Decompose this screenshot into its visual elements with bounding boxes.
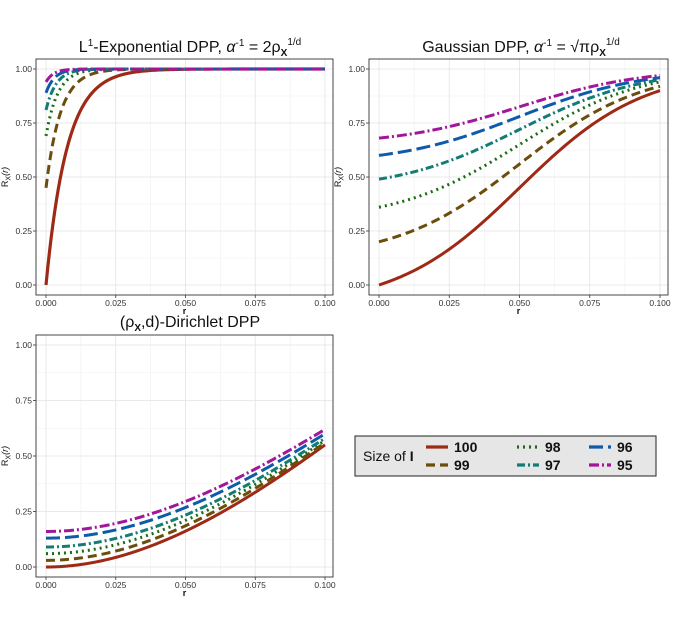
- y-tick-label: 1.00: [348, 64, 365, 74]
- x-tick-label: 0.050: [509, 298, 531, 308]
- y-axis-label: RX(r): [0, 446, 13, 466]
- title-sub: X: [281, 48, 288, 59]
- legend-title-text: Size of: [363, 448, 410, 464]
- title-sub: X: [134, 323, 141, 334]
- legend-title: Size of I: [363, 448, 414, 464]
- x-tick-label: 0.100: [649, 298, 671, 308]
- x-tick-label: 0.075: [245, 298, 267, 308]
- series-line-95: [378, 73, 661, 140]
- legend-label-96: 96: [617, 439, 633, 455]
- y-tick-label: 0.75: [348, 118, 365, 128]
- y-tick-label: 0.00: [15, 280, 32, 290]
- title-text: =: [552, 39, 570, 56]
- panel-title: L1-Exponential DPP, α-1 = 2ρX1/d: [79, 37, 301, 59]
- y-tick-label: 0.50: [348, 172, 365, 182]
- title-sup: 1/d: [287, 37, 301, 48]
- x-tick-label: 0.000: [35, 580, 57, 590]
- x-tick-label: 0.025: [105, 298, 127, 308]
- x-tick-label: 0.050: [175, 298, 197, 308]
- panel-title: (ρX,d)-Dirichlet DPP: [120, 314, 260, 334]
- series-line-99: [45, 441, 326, 562]
- x-axis-label: r: [183, 306, 187, 316]
- y-label-arg: (r): [333, 167, 343, 176]
- legend-label-95: 95: [617, 457, 633, 473]
- title-sup: 1/d: [606, 37, 620, 48]
- y-tick-label: 1.00: [15, 64, 32, 74]
- y-label-sub: X: [339, 176, 346, 181]
- title-alpha: α: [534, 39, 544, 56]
- legend-label-97: 97: [545, 457, 561, 473]
- series-line-96: [45, 432, 326, 540]
- y-label-arg: (r): [0, 167, 10, 176]
- y-tick-label: 0.50: [15, 172, 32, 182]
- title-rho: ρ: [590, 39, 599, 56]
- x-tick-label: 0.000: [368, 298, 390, 308]
- legend-label-100: 100: [454, 439, 478, 455]
- legend-label-99: 99: [454, 457, 470, 473]
- x-axis-label: r: [183, 588, 187, 598]
- series-line-99: [378, 84, 661, 244]
- series-line-100: [45, 443, 326, 569]
- title-text: (ρ: [120, 314, 134, 331]
- title-sup: -1: [236, 38, 245, 49]
- x-tick-label: 0.025: [105, 580, 127, 590]
- series-line-95: [44, 67, 325, 83]
- x-tick-label: 0.100: [314, 298, 336, 308]
- series-line-97: [45, 436, 326, 549]
- x-tick-label: 0.075: [579, 298, 601, 308]
- series-line-97: [378, 78, 661, 181]
- series-line-98: [378, 80, 661, 209]
- legend-box: [354, 435, 657, 477]
- y-label-arg: (r): [0, 446, 10, 455]
- y-tick-label: 0.25: [348, 226, 365, 236]
- title-sqrt: √π: [570, 39, 590, 56]
- y-tick-label: 0.25: [15, 226, 32, 236]
- panel-exponential: 0.000 0.025 0.050 0.075 0.100 0.00 0.25 0.50 0.7…: [0, 58, 336, 316]
- y-tick-label: 0.75: [15, 118, 32, 128]
- title-sub: X: [599, 48, 606, 59]
- title-alpha: α: [226, 39, 236, 56]
- x-tick-label: 0.075: [245, 580, 267, 590]
- title-text: -Exponential DPP,: [93, 39, 226, 56]
- title-sup: 1: [88, 38, 94, 49]
- legend-label-98: 98: [545, 439, 561, 455]
- y-axis-label: RX(r): [0, 167, 13, 187]
- series-line-98: [45, 439, 326, 556]
- x-tick-label: 0.025: [439, 298, 461, 308]
- x-tick-label: 0.050: [175, 580, 197, 590]
- x-tick-label: 0.000: [35, 298, 57, 308]
- y-label-main: R: [333, 180, 343, 187]
- y-label-sub: X: [6, 455, 13, 460]
- title-text: ,d)-Dirichlet DPP: [141, 314, 260, 331]
- legend: Size of I 100 99 98 97 96 95: [354, 435, 657, 477]
- y-label-sub: X: [6, 176, 13, 181]
- y-label-main: R: [0, 180, 10, 187]
- y-tick-label: 0.00: [348, 280, 365, 290]
- y-tick-label: 0.50: [15, 451, 32, 461]
- x-tick-label: 0.100: [314, 580, 336, 590]
- title-text: = 2ρ: [244, 39, 280, 56]
- y-tick-label: 0.75: [15, 396, 32, 406]
- panel-dirichlet: 0.000 0.025 0.050 0.075 0.100 0.00 0.25 0.50 0.7…: [0, 334, 336, 598]
- y-axis-label: RX(r): [333, 167, 346, 187]
- y-tick-label: 0.00: [15, 562, 32, 572]
- y-tick-label: 1.00: [15, 340, 32, 350]
- title-text: Gaussian DPP,: [422, 39, 534, 56]
- title-text: L: [79, 39, 88, 56]
- legend-title-bold: I: [410, 448, 414, 464]
- title-sup: -1: [543, 38, 552, 49]
- y-tick-label: 0.25: [15, 507, 32, 517]
- x-axis-label: r: [517, 306, 521, 316]
- panel-title: Gaussian DPP, α-1 = √πρX1/d: [422, 37, 620, 59]
- series-line-100: [378, 89, 661, 287]
- y-label-main: R: [0, 459, 10, 466]
- panel-gaussian: 0.000 0.025 0.050 0.075 0.100 0.00 0.25 0.50 0.7…: [333, 58, 671, 316]
- series-line-96: [378, 76, 661, 157]
